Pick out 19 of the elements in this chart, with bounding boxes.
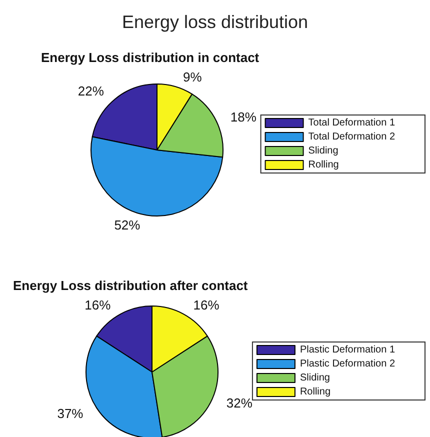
legend-label: Sliding (300, 372, 330, 384)
data-label: 37% (57, 406, 84, 421)
data-label: 32% (226, 395, 253, 410)
legend-label: Rolling (300, 386, 331, 398)
legend-label: Total Deformation 2 (308, 132, 396, 142)
legend-label: Rolling (308, 160, 339, 170)
data-label: 52% (114, 218, 141, 233)
legend-label: Plastic Deformation 1 (300, 344, 396, 356)
data-label: 18% (230, 109, 257, 124)
chart-subtitle: Energy Loss distribution in contact (41, 50, 260, 65)
chart-title: Energy loss distribution (122, 12, 308, 32)
data-label: 16% (193, 298, 220, 313)
legend-label: Sliding (308, 146, 338, 156)
legend-label: Total Deformation 1 (308, 118, 396, 128)
data-label: 16% (84, 298, 112, 313)
data-label: 22% (78, 84, 104, 99)
data-label: 9% (183, 69, 202, 84)
chart-title: Energy Loss distribution after contact (13, 278, 248, 293)
legend-label: Plastic Deformation 2 (300, 358, 396, 370)
